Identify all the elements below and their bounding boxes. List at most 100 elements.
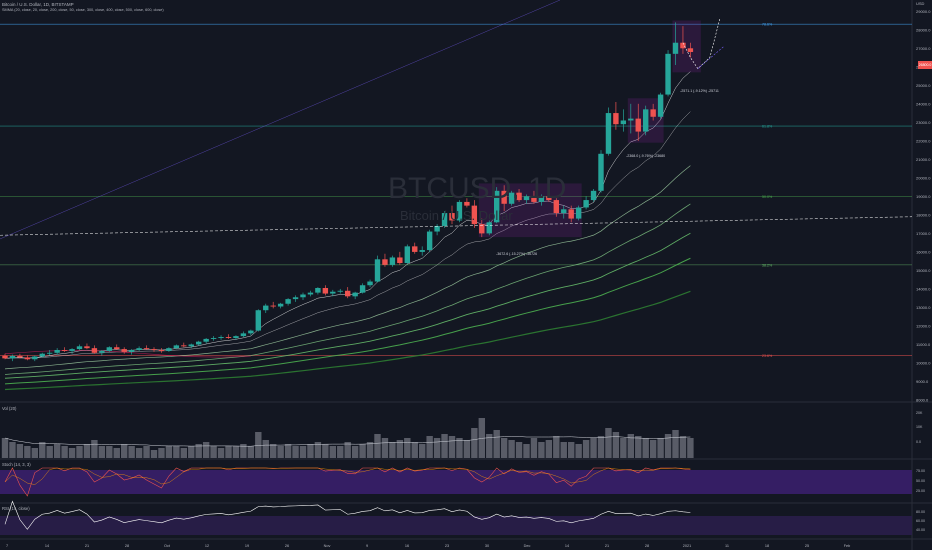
time-axis[interactable]: 7 14 21 28 Oct 12 19 26 Nov 9 16 23 30 Dec 14 21 28 2021 1… [6,544,850,548]
x-tick-label: 21 [85,544,89,548]
volume-bar [530,438,538,458]
volume-bar [441,434,448,458]
rsi-label[interactable]: RSI (14, close) [2,506,30,511]
x-tick-label: 25 [805,544,809,548]
volume-bar [329,446,336,458]
volume-bar [553,436,560,458]
volume-bar [232,446,240,458]
candle-body [39,353,45,357]
volume-bar [456,438,463,458]
candle-body [225,337,232,338]
fib-retracement[interactable]: 78.6% 61.8% 50.0% 38.2% 23.6% [0,23,912,358]
stoch-label[interactable]: Stoch (14, 3, 3) [2,462,31,467]
volume-bar [664,434,672,458]
y-tick-label: 27000.0 [916,46,931,51]
trend-drawings[interactable] [0,0,913,240]
candle-body [285,299,291,304]
volume-bar [545,440,553,458]
candle-body [613,113,619,125]
candle-body [672,42,679,54]
candle-body [471,205,478,225]
candle-body [367,281,373,286]
x-tick-label: 21 [605,544,609,548]
candle-body [158,350,165,351]
volume-bar [500,438,508,458]
volume-label[interactable]: Vol (20) [2,406,17,411]
candle-body [643,109,649,132]
candle-body [523,196,530,201]
volume-bar [106,446,113,458]
x-tick-label: Dec [524,544,531,548]
candle-body [188,344,194,347]
volume-bar [627,434,634,458]
candle-body [598,153,604,191]
volume-bar [433,438,441,458]
volume-bar [91,440,98,458]
pane-tick-label: 20K [916,411,923,415]
volume-bar [262,440,269,458]
candle-body [352,292,358,297]
indicator-legend[interactable]: SMMA (20, close, 20, close, 200, close, … [2,8,164,12]
candle-body [24,357,31,360]
indicator-bands [0,470,912,535]
y-tick-label: 29000.0 [916,9,931,14]
volume-bar [508,440,515,458]
moving-average-line [4,71,691,359]
candle-body [233,336,239,338]
candle-body [263,305,269,311]
volume-bar [605,428,612,458]
volume-bar [590,438,597,458]
moving-average-line [4,290,691,391]
candle-body [464,201,470,206]
x-tick-label: 14 [565,544,569,548]
volume-bar [448,436,456,458]
volume-bar [173,446,180,458]
candle-body [300,294,306,298]
pane-tick-label: 0.0 [916,440,921,444]
candle-body [76,346,83,350]
moving-average-line [4,165,691,370]
candle-body [494,190,500,223]
x-tick-label: 12 [205,544,209,548]
volume-bar [24,446,31,458]
watermark-name: Bitcoin / U.S. Dollar [400,208,513,223]
candle-body [441,213,448,226]
y-tick-label: 24000.0 [916,101,931,106]
candle-body [203,338,209,342]
candle-body [412,246,418,252]
volume-bar [158,448,165,458]
measure-boxes[interactable]: -3672.6 (-15.27%) -36726 -2368.0 (-9.76%)… [478,20,719,256]
volume-bar [582,440,590,458]
rsi-band [0,516,912,535]
candle-body [426,231,433,251]
candle-body [322,288,329,294]
pane-tick-label: 10K [916,425,923,429]
volume-bar [53,444,61,458]
candle-body [99,350,105,353]
volume-bar [642,438,649,458]
y-axis-unit: USD [916,1,925,6]
x-tick-label: 30 [485,544,489,548]
moving-averages [4,71,691,391]
volume-bar [9,442,16,458]
y-tick-label: 19000.0 [916,194,931,199]
y-tick-label: 16000.0 [916,249,931,254]
candle-body [657,94,664,117]
candle-body [635,118,641,132]
y-tick-label: 17000.0 [916,231,931,236]
volume-bar [314,442,322,458]
candle-body [277,303,284,307]
volume-bar [649,440,657,458]
price-axis[interactable]: 29000.028000.027000.026000.025000.024000… [916,1,931,532]
candle-body [650,109,656,117]
volume-bar [113,448,120,458]
volume-bar [478,418,485,458]
volume-bar [486,434,493,458]
candle-body [54,350,60,353]
candle-body [91,348,98,353]
pane-tick-label: 50.00 [916,479,925,483]
volume-bar [404,438,411,458]
volume-bar [471,428,478,458]
